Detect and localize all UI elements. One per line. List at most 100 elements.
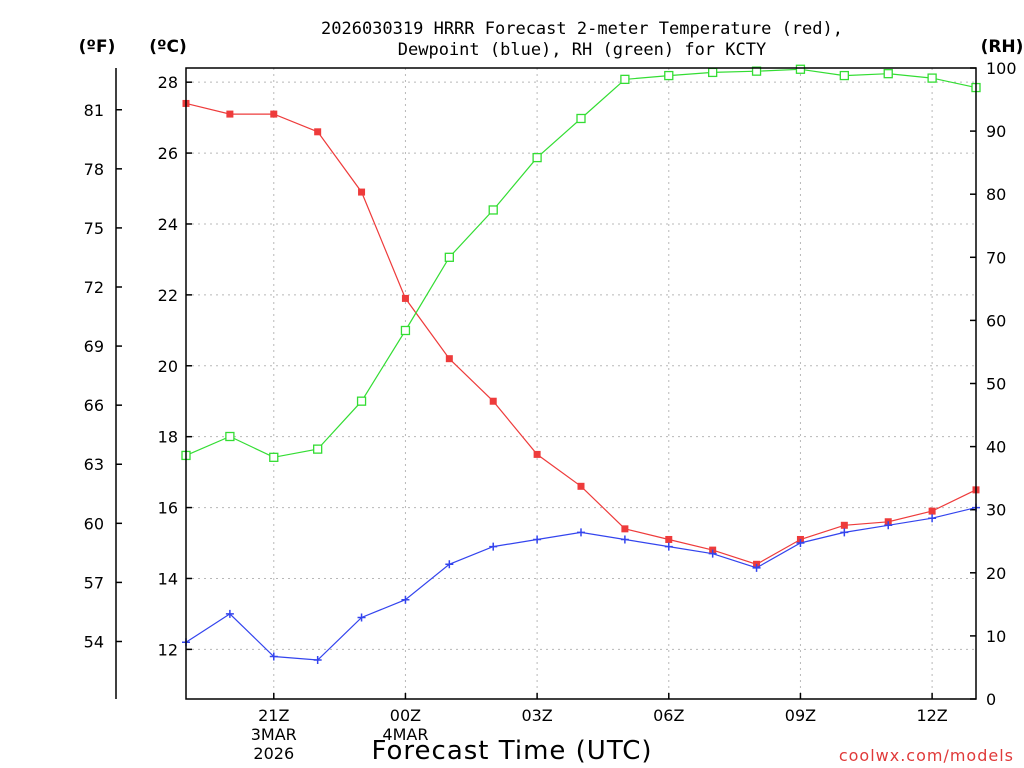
- x-axis-title: Forecast Time (UTC): [371, 736, 652, 766]
- chart-title-line2: Dewpoint (blue), RH (green) for KCTY: [398, 40, 766, 60]
- series-layer: [181, 64, 981, 665]
- temperature-point: [270, 110, 278, 118]
- celsius-tick-label: 20: [158, 357, 178, 376]
- rh-tick-label: 70: [986, 248, 1006, 267]
- celsius-tick-label: 18: [158, 428, 178, 447]
- rh-tick-label: 80: [986, 185, 1006, 204]
- temperature-point: [401, 294, 409, 302]
- dewpoint-point: [225, 609, 234, 618]
- fahrenheit-tick-label: 63: [84, 455, 104, 474]
- dewpoint-point: [533, 535, 542, 544]
- celsius-unit-label: (ºC): [149, 37, 187, 57]
- dewpoint-series: [182, 503, 980, 665]
- celsius-axis: 12 14 16 18 20 22 24 26 28: [158, 73, 192, 659]
- fahrenheit-axis: 54 57 60 63 66 69 72 75 78 81: [84, 68, 122, 699]
- dewpoint-point: [401, 595, 410, 604]
- fahrenheit-tick-label: 81: [84, 101, 104, 120]
- temperature-point: [226, 110, 234, 118]
- temperature-point: [533, 450, 541, 458]
- dewpoint-point: [708, 549, 717, 558]
- temperature-point: [840, 521, 848, 529]
- temperature-point: [358, 188, 366, 196]
- rh-point: [839, 70, 849, 81]
- fahrenheit-tick-label: 72: [84, 278, 104, 297]
- rh-point: [532, 152, 542, 163]
- x-tick-date-label: 3MAR: [251, 725, 297, 744]
- chart-title-line1: 2026030319 HRRR Forecast 2-meter Tempera…: [321, 19, 843, 39]
- fahrenheit-tick-label: 57: [84, 573, 104, 592]
- temperature-series: [182, 99, 980, 568]
- rh-tick-label: 10: [986, 627, 1006, 646]
- celsius-tick-label: 24: [158, 215, 178, 234]
- dewpoint-point: [269, 652, 278, 661]
- credit-text: coolwx.com/models: [839, 746, 1014, 765]
- rh-point: [444, 252, 454, 262]
- rh-point: [751, 66, 762, 76]
- temperature-point: [928, 507, 936, 515]
- rh-point: [225, 431, 235, 442]
- temperature-point: [665, 535, 673, 543]
- x-tick-date-label: 4MAR: [382, 725, 428, 744]
- rh-point: [620, 74, 630, 85]
- rh-unit-label: (RH): [981, 37, 1024, 57]
- celsius-tick-label: 16: [158, 499, 178, 518]
- rh-tick-label: 40: [986, 438, 1006, 457]
- x-tick-label: 21Z: [258, 706, 289, 725]
- dewpoint-point: [664, 542, 673, 551]
- rh-tick-label: 60: [986, 311, 1006, 330]
- dewpoint-point: [357, 613, 366, 622]
- dewpoint-point: [445, 560, 454, 569]
- temperature-point: [489, 397, 497, 405]
- rh-series: [181, 64, 981, 462]
- x-tick-label: 03Z: [521, 706, 552, 725]
- temperature-point: [314, 128, 322, 136]
- rh-tick-label: 90: [986, 122, 1006, 141]
- celsius-tick-label: 12: [158, 640, 178, 659]
- dewpoint-point: [752, 563, 761, 572]
- dewpoint-point: [577, 528, 585, 537]
- rh-point: [313, 444, 323, 454]
- x-tick-year-label: 2026: [253, 744, 294, 763]
- x-tick-label: 12Z: [916, 706, 947, 725]
- celsius-tick-label: 22: [158, 286, 178, 305]
- fahrenheit-tick-label: 54: [84, 632, 104, 651]
- celsius-tick-label: 14: [158, 569, 178, 588]
- fahrenheit-unit-label: (ºF): [79, 37, 116, 57]
- rh-tick-label: 100: [986, 59, 1017, 78]
- dewpoint-point: [884, 521, 893, 530]
- rh-point: [708, 67, 718, 78]
- temperature-line: [185, 102, 977, 565]
- plot-frame: [185, 67, 977, 700]
- fahrenheit-tick-label: 75: [84, 219, 104, 238]
- fahrenheit-tick-label: 66: [84, 396, 104, 415]
- rh-tick-label: 30: [986, 501, 1006, 520]
- rh-point: [576, 113, 586, 124]
- fahrenheit-tick-label: 78: [84, 160, 104, 179]
- celsius-tick-label: 28: [158, 73, 178, 92]
- rh-tick-label: 50: [986, 375, 1006, 394]
- temperature-point: [577, 482, 585, 490]
- temperature-point: [445, 355, 453, 363]
- rh-tick-label: 0: [986, 690, 996, 709]
- dewpoint-point: [840, 528, 849, 537]
- dewpoint-point: [313, 656, 322, 665]
- x-tick-label: 09Z: [785, 706, 816, 725]
- rh-point: [269, 452, 279, 462]
- dewpoint-point: [796, 539, 805, 548]
- fahrenheit-tick-label: 60: [84, 514, 104, 533]
- dewpoint-point: [620, 535, 629, 544]
- rh-point: [664, 70, 674, 81]
- celsius-tick-label: 26: [158, 144, 178, 163]
- temperature-point: [621, 525, 629, 533]
- rh-point: [927, 73, 937, 83]
- dewpoint-point: [489, 542, 498, 551]
- rh-point: [356, 396, 367, 406]
- dewpoint-point: [928, 514, 937, 523]
- rh-line: [185, 68, 977, 458]
- rh-point: [400, 325, 411, 336]
- rh-point: [488, 205, 498, 215]
- rh-point: [795, 64, 806, 74]
- rh-axis: 0 10 20 30 40 50 60 70 80 90 100: [970, 59, 1017, 709]
